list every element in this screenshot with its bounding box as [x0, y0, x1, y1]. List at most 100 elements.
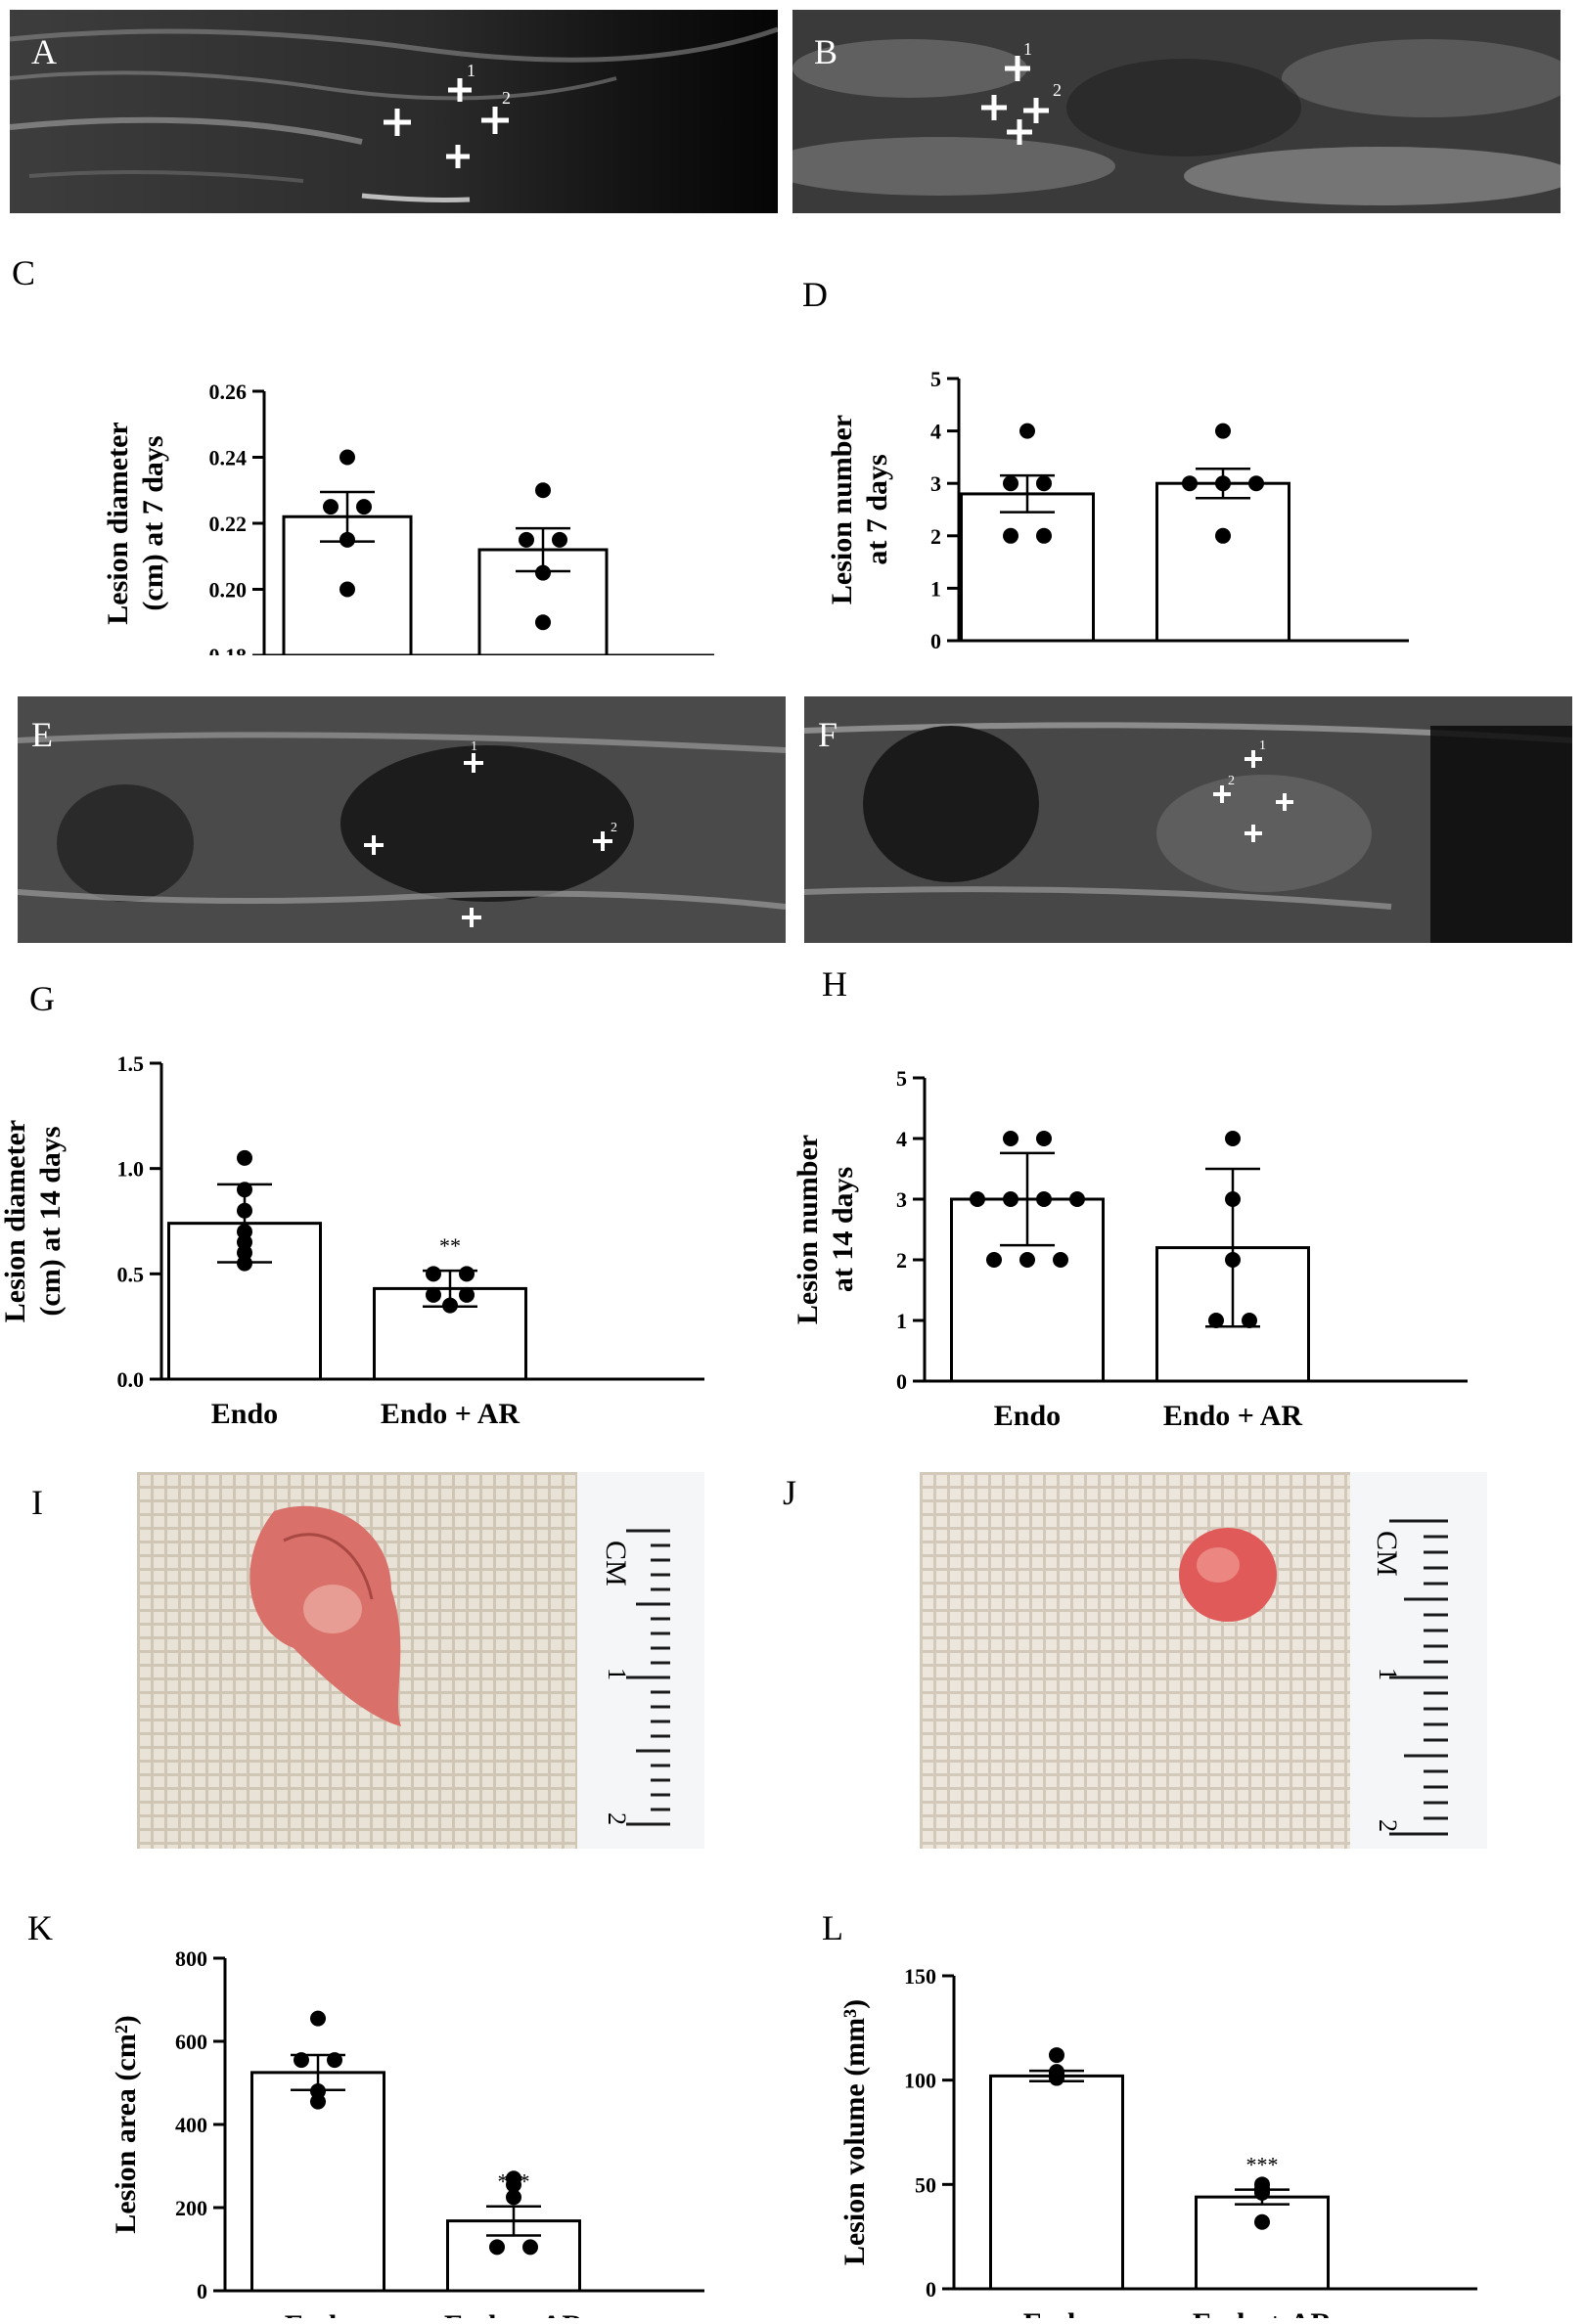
y-axis-label: at 14 days	[827, 1167, 859, 1292]
panel-label-i: I	[31, 1483, 43, 1522]
data-point	[237, 1149, 252, 1166]
ruler-mark-1: 1	[603, 1668, 631, 1680]
x-category-label: Endo	[211, 1398, 278, 1428]
data-point	[1049, 2070, 1064, 2086]
data-point	[1019, 423, 1035, 439]
data-point	[310, 2093, 326, 2110]
ultrasound-image-f: F 1 2	[804, 696, 1572, 943]
marker-label-1: 1	[471, 739, 477, 754]
chart-k: 0 200 400 600 800 Lesion area (cm²) Endo *** End…	[110, 1946, 704, 2318]
y-tick-label: 0	[930, 629, 941, 653]
y-tick-label: 5	[930, 367, 941, 391]
panel-label-l: L	[822, 1908, 843, 1947]
ultrasound-b-svg	[792, 10, 1561, 213]
data-point	[1242, 1313, 1257, 1328]
y-tick-label: 0.5	[117, 1262, 145, 1286]
ultrasound-image-e: E 1 2	[18, 696, 786, 943]
x-category-label: Endo + AR	[444, 2309, 583, 2318]
marker-label-1: 1	[1023, 39, 1032, 59]
ultrasound-image-a: A 1 2	[10, 10, 778, 213]
data-point	[323, 499, 339, 515]
significance-label: ***	[1246, 2153, 1279, 2177]
data-point	[1254, 2213, 1270, 2230]
data-point	[1215, 527, 1231, 544]
y-tick-label: 0.20	[209, 578, 248, 603]
lesion-photo-j-svg: CM 1 2	[920, 1472, 1487, 1849]
data-point	[1049, 2047, 1064, 2064]
data-point	[1254, 2184, 1270, 2201]
lesion-photo-j: CM 1 2	[920, 1472, 1487, 1849]
y-axis-label: Lesion diameter	[0, 1120, 31, 1322]
data-point	[294, 2052, 309, 2069]
y-tick-label: 1.0	[117, 1157, 145, 1182]
x-category-label: Endo + AR	[381, 1398, 520, 1428]
data-point	[1225, 1131, 1241, 1146]
ultrasound-a-svg	[10, 10, 778, 213]
lesion-photo-i-svg: CM 1 2	[137, 1472, 704, 1849]
y-tick-label: 0.0	[117, 1367, 145, 1392]
data-point	[1053, 1252, 1068, 1268]
panel-label-f: F	[818, 715, 838, 754]
data-point	[356, 499, 372, 515]
y-axis-label: at 7 days	[861, 454, 893, 564]
y-axis-label: Lesion area (cm²)	[110, 2015, 142, 2233]
y-tick-label: 600	[175, 2030, 207, 2054]
y-tick-label: 0.22	[209, 512, 248, 536]
data-point	[535, 482, 551, 499]
panel-label-j: J	[783, 1473, 797, 1512]
ultrasound-f-markers: 1 2	[1213, 738, 1293, 842]
ruler-mark-2: 2	[1374, 1819, 1402, 1832]
y-tick-label: 1	[930, 576, 941, 601]
y-axis-label: (cm) at 7 days	[137, 435, 169, 610]
data-point	[522, 2239, 538, 2256]
panel-label-k: K	[27, 1908, 53, 1947]
data-point	[459, 1266, 475, 1282]
data-point	[339, 531, 355, 548]
data-point	[327, 2052, 342, 2069]
marker-label-2: 2	[1228, 774, 1235, 788]
data-point	[506, 2189, 521, 2206]
significance-label: ***	[498, 2169, 530, 2194]
data-point	[552, 531, 567, 548]
ultrasound-f-svg	[804, 696, 1572, 943]
data-point	[1215, 475, 1231, 492]
x-category-label: Endo	[285, 2309, 351, 2318]
y-tick-label: 400	[175, 2113, 207, 2137]
chart-l: 0 50 100 150 Lesion volume (mm³) Endo *** Endo …	[838, 1964, 1477, 2318]
data-point	[237, 1202, 252, 1219]
data-point	[1225, 1252, 1241, 1268]
data-point	[535, 614, 551, 631]
bar-endo	[989, 2074, 1124, 2291]
data-point	[1069, 1191, 1085, 1207]
data-point	[1003, 527, 1018, 544]
marker-label-1: 1	[467, 61, 475, 80]
marker-label-2: 2	[611, 821, 617, 835]
chart-h: 0 1 2 3 4 5 Lesion number at 14 days Endo Endo + …	[792, 1066, 1468, 1428]
data-point	[339, 449, 355, 466]
data-point	[1003, 475, 1018, 492]
y-tick-label: 0.26	[209, 380, 248, 404]
ultrasound-e-svg	[18, 696, 786, 943]
y-axis-label: Lesion diameter	[102, 422, 134, 624]
y-tick-label: 3	[896, 1187, 907, 1212]
data-point	[519, 531, 534, 548]
y-tick-label: 0	[197, 2279, 207, 2303]
data-point	[489, 2239, 505, 2256]
data-point	[535, 564, 551, 581]
y-tick-label: 50	[915, 2172, 936, 2197]
y-axis-label: Lesion number	[792, 1135, 824, 1324]
y-tick-label: 4	[896, 1127, 907, 1151]
data-point	[1036, 527, 1052, 544]
lesion-photo-i: CM 1 2	[137, 1472, 704, 1849]
bar-endo-ar	[1195, 2195, 1330, 2291]
data-point	[1225, 1191, 1241, 1207]
x-category-label: Endo + AR	[1193, 2307, 1332, 2318]
data-point	[1182, 475, 1198, 492]
marker-label-2: 2	[1053, 80, 1062, 100]
ruler-mark-1: 1	[1374, 1668, 1402, 1680]
y-tick-label: 2	[930, 524, 941, 549]
panel-label-e: E	[31, 715, 53, 754]
y-tick-label: 0	[926, 2277, 936, 2302]
x-category-label: Endo	[1023, 2307, 1090, 2318]
data-point	[1036, 1131, 1052, 1146]
